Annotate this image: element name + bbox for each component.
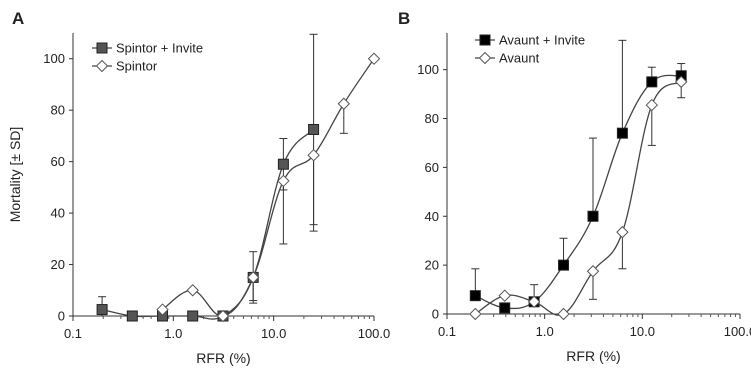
series-avaunt <box>469 75 688 321</box>
y-tick-label: 40 <box>51 206 65 221</box>
y-tick-label: 20 <box>425 258 439 273</box>
y-tick-label: 60 <box>51 154 65 169</box>
data-point <box>186 284 199 297</box>
y-tick-label: 40 <box>425 209 439 224</box>
data-point <box>246 271 260 284</box>
x-tick-label: 10.0 <box>261 326 286 341</box>
series-line <box>474 81 682 316</box>
data-point <box>586 265 600 278</box>
data-point <box>307 148 320 162</box>
data-point <box>469 290 481 302</box>
y-tick-label: 0 <box>58 309 65 324</box>
x-axis-title: RFR (%) <box>566 348 620 364</box>
y-tick-label: 0 <box>432 307 439 322</box>
data-point <box>96 304 108 316</box>
x-tick-label: 100.0 <box>358 326 391 341</box>
data-point <box>156 303 169 316</box>
data-point <box>277 158 289 170</box>
data-point <box>469 307 482 321</box>
y-axis-title: Mortality [± SD] <box>7 127 23 223</box>
legend-label: Avaunt <box>499 51 540 66</box>
legend-entry: Avaunt <box>475 51 540 66</box>
series-line <box>101 129 315 320</box>
x-tick-label: 0.1 <box>438 324 456 339</box>
legend-entry: Spintor + Invite <box>92 41 203 56</box>
legend-marker <box>95 59 109 73</box>
legend-entry: Spintor <box>92 59 158 74</box>
data-point <box>337 97 351 110</box>
data-point <box>557 307 570 321</box>
data-point <box>216 309 230 323</box>
x-tick-label: 10.0 <box>630 324 655 339</box>
data-point <box>558 259 570 271</box>
data-point <box>674 75 688 89</box>
data-point <box>498 289 511 302</box>
panel-label: A <box>12 9 24 28</box>
x-tick-label: 100.0 <box>724 324 751 339</box>
data-point <box>187 310 199 322</box>
data-point <box>587 210 599 222</box>
data-point <box>645 98 659 112</box>
data-point <box>499 302 511 314</box>
legend-label: Avaunt + Invite <box>499 33 585 48</box>
data-point <box>277 174 290 188</box>
data-point <box>616 225 629 239</box>
data-point <box>126 310 138 322</box>
y-tick-label: 100 <box>43 51 65 66</box>
y-tick-label: 20 <box>51 257 65 272</box>
legend-entry: Avaunt + Invite <box>475 33 585 48</box>
y-tick-label: 80 <box>51 103 65 118</box>
data-point <box>308 123 320 135</box>
series-spintor <box>156 52 381 323</box>
y-tick-label: 60 <box>425 160 439 175</box>
data-point <box>616 127 628 139</box>
legend-marker <box>479 34 491 46</box>
legend-marker <box>478 51 492 65</box>
y-tick-label: 100 <box>417 62 439 77</box>
series-avaunt-invite <box>469 39 687 314</box>
legend-marker <box>96 42 108 54</box>
y-tick-label: 80 <box>425 111 439 126</box>
data-point <box>646 76 658 88</box>
panel-b: B 0 20 40 60 80 100 0.1 1.0 10.0 100.0 RFR (%) Avaun… <box>398 9 751 364</box>
panel-label: B <box>398 9 410 28</box>
data-point <box>367 52 381 65</box>
legend-label: Spintor + Invite <box>116 41 203 56</box>
x-tick-label: 1.0 <box>164 326 182 341</box>
panel-a: A 0 20 40 60 80 100 0.1 1.0 10.0 100.0 RFR (%) Morta… <box>7 9 390 366</box>
series-line <box>162 58 375 317</box>
legend-label: Spintor <box>116 59 158 74</box>
x-tick-label: 0.1 <box>64 326 82 341</box>
x-tick-label: 1.0 <box>536 324 554 339</box>
data-point <box>527 295 541 308</box>
x-axis-title: RFR (%) <box>196 350 250 366</box>
